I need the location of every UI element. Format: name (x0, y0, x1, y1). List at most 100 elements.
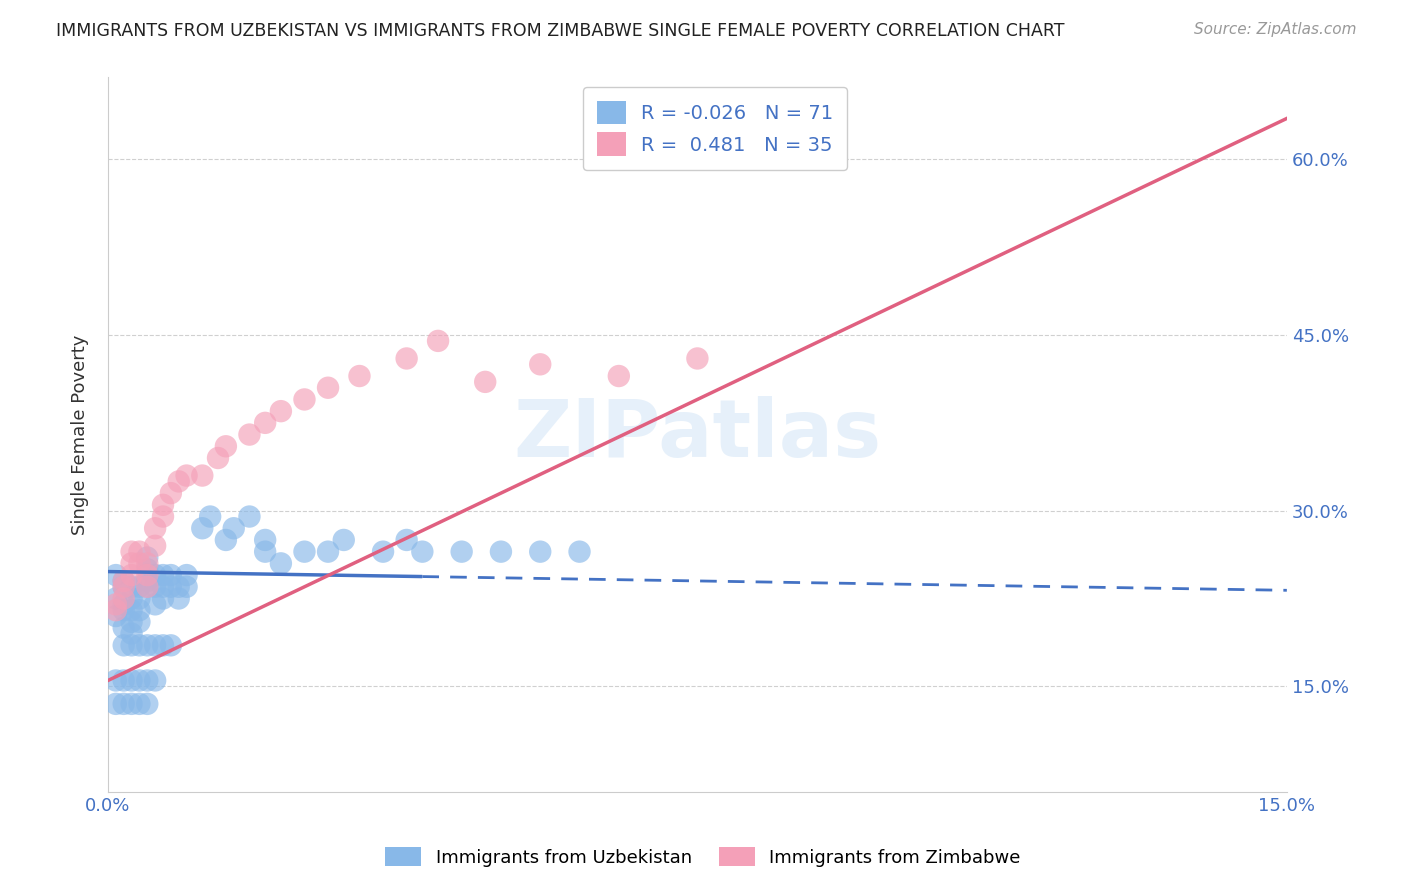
Text: ZIPatlas: ZIPatlas (513, 395, 882, 474)
Point (121, 568, 143, 582)
Point (270, 557, 292, 571)
Point (270, 404, 292, 418)
Point (686, 351, 709, 366)
Text: Source: ZipAtlas.com: Source: ZipAtlas.com (1194, 22, 1357, 37)
Point (191, 468, 214, 483)
Point (104, 598, 127, 612)
Point (152, 580, 174, 594)
Point (529, 357, 551, 371)
Point (198, 509, 221, 524)
Point (128, 580, 150, 594)
Point (143, 568, 166, 582)
Point (254, 544, 277, 558)
Point (121, 557, 143, 571)
Point (254, 533, 277, 547)
Point (104, 673, 127, 688)
Point (104, 603, 127, 617)
Point (411, 544, 433, 558)
Point (104, 591, 127, 606)
Point (316, 381, 339, 395)
Point (215, 533, 238, 547)
Point (160, 568, 183, 582)
Point (112, 580, 135, 594)
Point (112, 603, 135, 617)
Point (136, 580, 159, 594)
Point (136, 673, 159, 688)
Point (152, 591, 174, 606)
Text: IMMIGRANTS FROM UZBEKISTAN VS IMMIGRANTS FROM ZIMBABWE SINGLE FEMALE POVERTY COR: IMMIGRANTS FROM UZBEKISTAN VS IMMIGRANTS… (56, 22, 1064, 40)
Point (191, 521, 214, 535)
Y-axis label: Single Female Poverty: Single Female Poverty (72, 334, 89, 535)
Point (136, 562, 159, 576)
Point (136, 580, 159, 594)
Point (160, 580, 183, 594)
Point (112, 638, 135, 652)
Point (152, 568, 174, 582)
Point (112, 574, 135, 588)
Point (294, 392, 316, 407)
Point (332, 533, 354, 547)
Point (215, 439, 238, 453)
Point (222, 521, 245, 535)
Point (176, 580, 198, 594)
Point (112, 621, 135, 635)
Point (112, 580, 135, 594)
Point (143, 539, 166, 553)
Point (112, 574, 135, 588)
Point (143, 580, 166, 594)
Point (607, 369, 630, 384)
Point (176, 468, 198, 483)
Point (136, 568, 159, 582)
Point (294, 544, 316, 558)
Point (112, 591, 135, 606)
Point (121, 697, 143, 711)
Point (167, 475, 190, 489)
Point (112, 598, 135, 612)
Point (568, 544, 591, 558)
Point (136, 638, 159, 652)
Point (489, 544, 512, 558)
Point (474, 375, 496, 389)
Point (121, 615, 143, 629)
Point (121, 626, 143, 640)
Point (128, 544, 150, 558)
Point (121, 580, 143, 594)
Point (152, 509, 174, 524)
Point (450, 544, 472, 558)
Point (238, 427, 260, 442)
Legend: Immigrants from Uzbekistan, Immigrants from Zimbabwe: Immigrants from Uzbekistan, Immigrants f… (378, 840, 1028, 874)
Point (136, 574, 159, 588)
Point (371, 544, 394, 558)
Point (128, 673, 150, 688)
Point (207, 450, 229, 465)
Point (128, 591, 150, 606)
Point (160, 638, 183, 652)
Point (143, 638, 166, 652)
Point (128, 697, 150, 711)
Point (104, 568, 127, 582)
Point (128, 615, 150, 629)
Point (167, 591, 190, 606)
Point (128, 603, 150, 617)
Point (167, 580, 190, 594)
Point (395, 533, 418, 547)
Point (143, 521, 166, 535)
Point (152, 498, 174, 512)
Point (128, 557, 150, 571)
Point (254, 416, 277, 430)
Point (143, 598, 166, 612)
Point (238, 509, 260, 524)
Point (316, 544, 339, 558)
Point (152, 638, 174, 652)
Point (160, 486, 183, 500)
Point (427, 334, 450, 348)
Point (529, 544, 551, 558)
Point (121, 591, 143, 606)
Point (136, 697, 159, 711)
Legend: R = -0.026   N = 71, R =  0.481   N = 35: R = -0.026 N = 71, R = 0.481 N = 35 (583, 87, 848, 169)
Point (104, 697, 127, 711)
Point (136, 557, 159, 571)
Point (112, 673, 135, 688)
Point (121, 673, 143, 688)
Point (112, 697, 135, 711)
